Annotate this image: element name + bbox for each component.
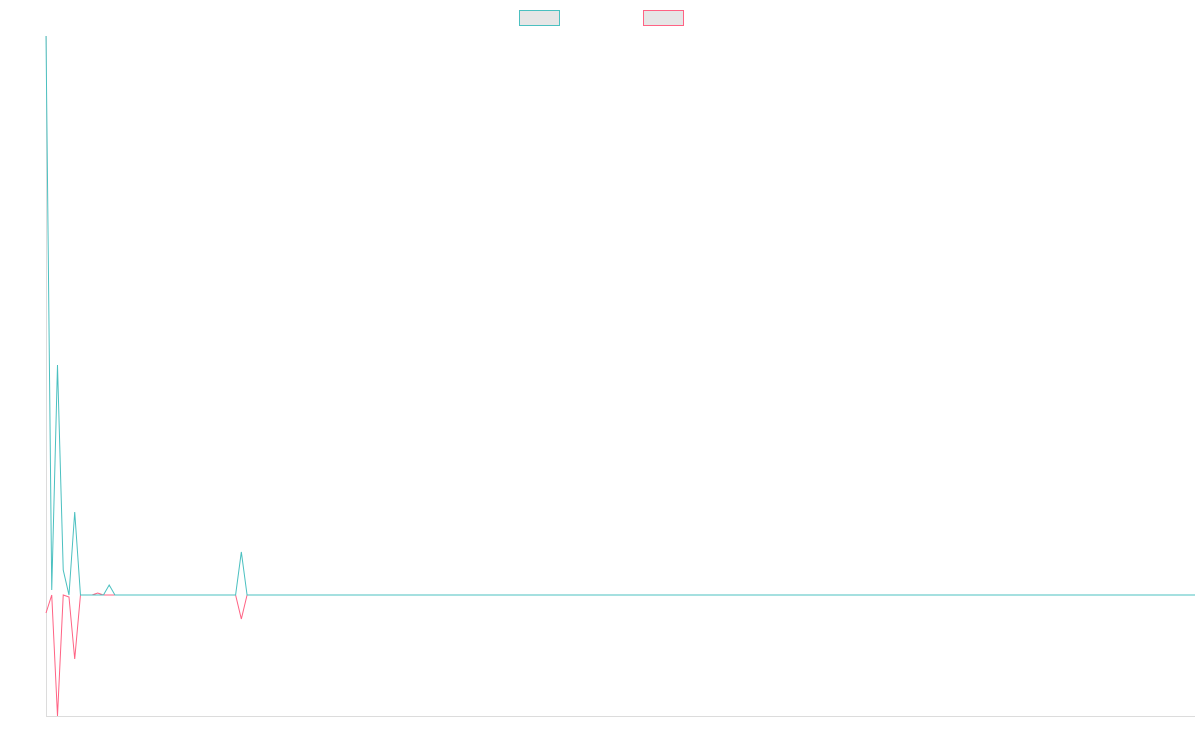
series-line xyxy=(45,35,1195,596)
legend-swatch[interactable] xyxy=(519,10,560,26)
legend-swatch[interactable] xyxy=(643,10,684,26)
series-line xyxy=(45,592,1195,717)
legend xyxy=(519,10,684,26)
plot-area xyxy=(45,35,1195,717)
